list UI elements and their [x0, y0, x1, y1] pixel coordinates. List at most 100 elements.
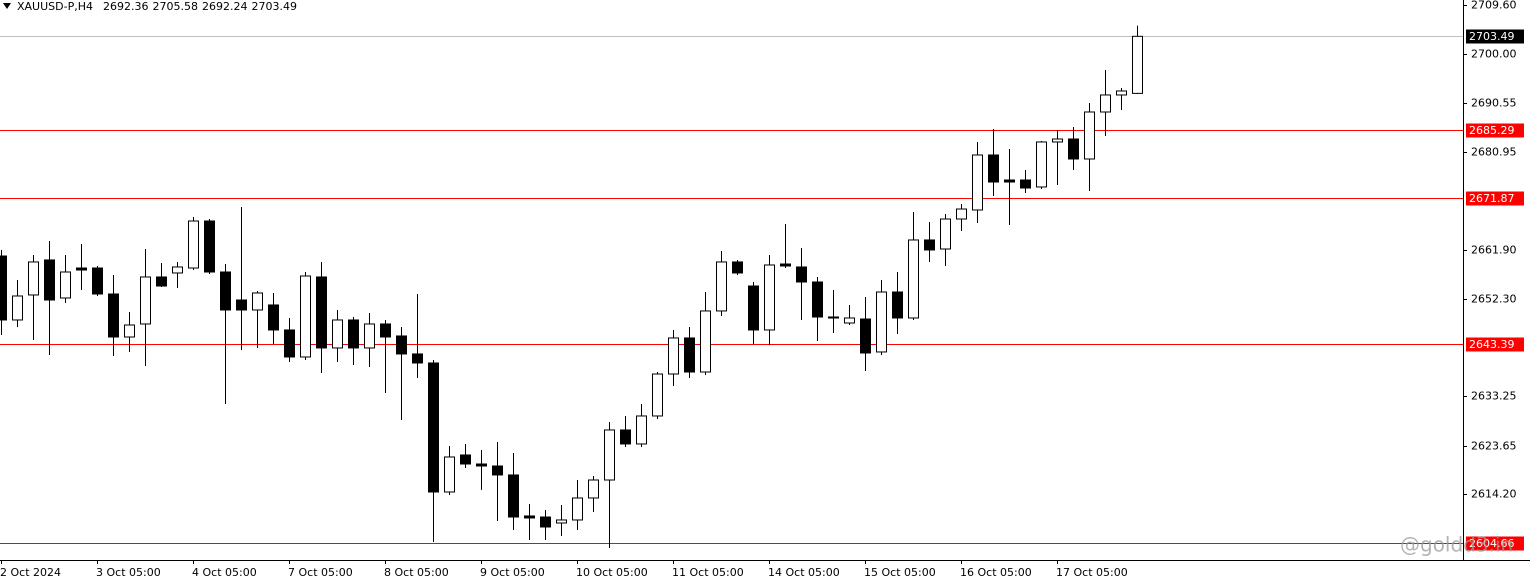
- candle-body: [348, 319, 359, 349]
- header-low: 2692.24: [202, 0, 248, 13]
- candle-body: [156, 276, 167, 287]
- candle-body: [1020, 179, 1031, 189]
- candle-body: [716, 261, 727, 312]
- level-label: 2671.87: [1469, 192, 1515, 205]
- candle-body: [252, 292, 263, 311]
- y-tick-label: 2652.30: [1471, 293, 1517, 306]
- y-tick-label: 2633.25: [1471, 390, 1517, 403]
- candle-body: [44, 259, 55, 301]
- y-tick-label: 2700.00: [1471, 48, 1517, 61]
- candle-body: [316, 276, 327, 349]
- candle-body: [172, 266, 183, 274]
- candle-body: [428, 362, 439, 493]
- level-label-box: [1466, 191, 1524, 206]
- candle-body: [284, 329, 295, 358]
- candle-body: [844, 317, 855, 324]
- x-tick-label: 11 Oct 05:00: [672, 566, 744, 579]
- candle-body: [124, 324, 135, 338]
- candle-body: [188, 220, 199, 269]
- candle-body: [988, 154, 999, 183]
- candle-body: [508, 474, 519, 518]
- y-tick-label: 2690.55: [1471, 97, 1517, 110]
- x-tick-label: 17 Oct 05:00: [1056, 566, 1128, 579]
- candle-body: [220, 271, 231, 311]
- y-tick-label: 2623.65: [1471, 440, 1517, 453]
- level-label-box: [1466, 536, 1524, 551]
- candle-body: [268, 304, 279, 331]
- candle-body: [204, 220, 215, 273]
- candle-body: [412, 353, 423, 364]
- candle-body: [780, 263, 791, 267]
- candle-body: [236, 299, 247, 311]
- candle-body: [92, 267, 103, 295]
- x-tick-label: 14 Oct 05:00: [768, 566, 840, 579]
- candle-body: [652, 373, 663, 417]
- header-high: 2705.58: [153, 0, 199, 13]
- candle-body: [604, 429, 615, 481]
- candle-body: [28, 261, 39, 296]
- candle-body: [956, 208, 967, 220]
- candle-body: [1132, 35, 1143, 94]
- candle-body: [444, 456, 455, 493]
- y-tick-label: 2709.60: [1471, 0, 1517, 12]
- candle-body: [588, 479, 599, 499]
- candles: [0, 25, 1143, 548]
- level-label-box: [1466, 337, 1524, 352]
- candle-body: [108, 293, 119, 338]
- candle-body: [1036, 141, 1047, 188]
- candle-body: [972, 154, 983, 211]
- candle-body: [860, 318, 871, 354]
- candle-body: [60, 271, 71, 299]
- header-close: 2703.49: [252, 0, 298, 13]
- candle-body: [364, 323, 375, 349]
- x-tick-label: 9 Oct 05:00: [480, 566, 545, 579]
- candle-body: [76, 267, 87, 271]
- candle-body: [476, 463, 487, 467]
- levels: [0, 36, 1463, 544]
- candle-body: [12, 295, 23, 321]
- candle-body: [620, 429, 631, 445]
- x-tick-label: 4 Oct 05:00: [192, 566, 257, 579]
- candle-body: [1084, 111, 1095, 160]
- header-open: 2692.36: [103, 0, 149, 13]
- header: XAUUSD-P,H4 2692.36 2705.58 2692.24 2703.49: [17, 0, 297, 13]
- x-tick-label: 15 Oct 05:00: [864, 566, 936, 579]
- candle-body: [396, 335, 407, 355]
- candle-body: [876, 291, 887, 353]
- bid-label: 2703.49: [1469, 30, 1515, 43]
- symbol: XAUUSD-P,H4: [17, 0, 93, 13]
- header-arrow: [3, 3, 11, 9]
- candle-body: [764, 264, 775, 331]
- candle-body: [0, 255, 7, 321]
- watermark: @goldd3.in: [1400, 533, 1513, 557]
- level-label-box: [1466, 123, 1524, 138]
- candle-body: [140, 276, 151, 325]
- y-tick-label: 2661.90: [1471, 244, 1517, 257]
- candle-body: [636, 415, 647, 445]
- y-tick-label: 2614.20: [1471, 488, 1517, 501]
- candle-body: [460, 454, 471, 465]
- level-label: 2643.39: [1469, 338, 1515, 351]
- candle-body: [700, 310, 711, 373]
- candle-body: [1068, 138, 1079, 160]
- y-tick-label: 2680.95: [1471, 146, 1517, 159]
- level-label: 2604.66: [1469, 537, 1515, 550]
- candle-body: [796, 266, 807, 283]
- candle-body: [748, 285, 759, 331]
- candle-body: [892, 291, 903, 319]
- candle-body: [1004, 179, 1015, 183]
- candle-body: [300, 275, 311, 358]
- candle-body: [332, 319, 343, 349]
- candle-body: [572, 497, 583, 521]
- candle-body: [524, 515, 535, 519]
- candle-body: [1052, 138, 1063, 143]
- x-tick-label: 8 Oct 05:00: [384, 566, 449, 579]
- x-tick-label: 10 Oct 05:00: [576, 566, 648, 579]
- candle-body: [492, 465, 503, 476]
- level-label: 2685.29: [1469, 124, 1515, 137]
- candle-body: [732, 261, 743, 274]
- bid-label-box: [1466, 29, 1524, 44]
- candle-body: [940, 218, 951, 250]
